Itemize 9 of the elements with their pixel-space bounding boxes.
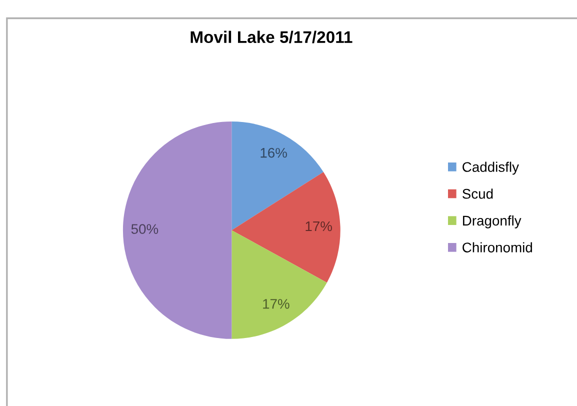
- data-label: 50%: [131, 224, 158, 234]
- legend-label: Chironomid: [462, 242, 532, 252]
- data-label: 17%: [306, 221, 332, 232]
- legend-label: Scud: [462, 188, 493, 199]
- legend-label: Dragonfly: [463, 215, 522, 228]
- legend-label: Caddisfly: [462, 162, 519, 175]
- data-label: 16%: [260, 148, 287, 158]
- data-label: 17%: [263, 299, 290, 309]
- chart-title: Movil Lake 5/17/2011: [190, 30, 352, 44]
